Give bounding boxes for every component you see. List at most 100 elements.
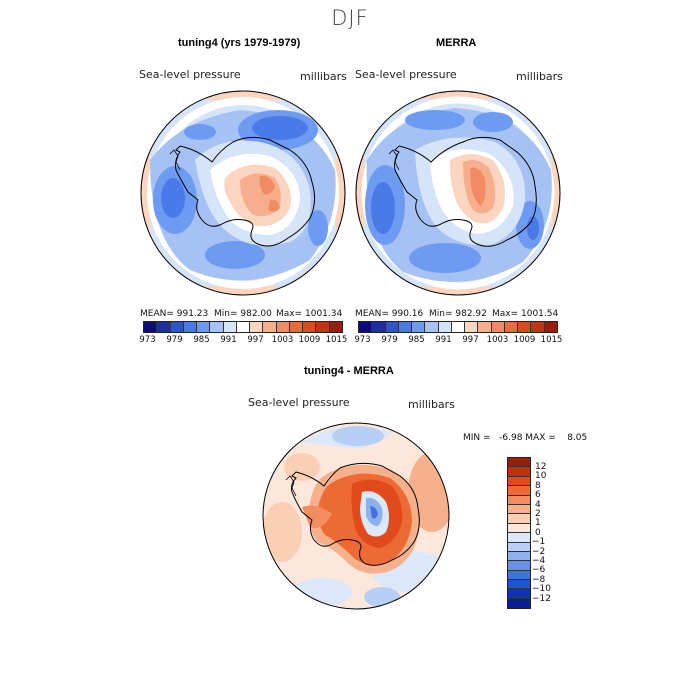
model-variable-label: Sea-level pressure bbox=[139, 68, 241, 81]
diff-colorbar-label: 8 bbox=[535, 480, 541, 491]
colorbar-swatch bbox=[425, 322, 439, 332]
colorbar-tick: 1015 bbox=[540, 335, 563, 345]
colorbar-swatch bbox=[465, 322, 479, 332]
model-panel-title: tuning4 (yrs 1979-1979) bbox=[178, 37, 301, 49]
colorbar-tick: 979 bbox=[381, 335, 398, 345]
obs-colorbar bbox=[358, 321, 558, 333]
diff-colorbar-label: 12 bbox=[535, 462, 547, 472]
diff-colorbar bbox=[507, 457, 531, 610]
model-colorbar bbox=[143, 321, 343, 333]
colorbar-tick: 991 bbox=[220, 335, 237, 345]
diff-colorbar-swatch bbox=[508, 533, 530, 543]
obs-variable-label: Sea-level pressure bbox=[355, 68, 457, 81]
colorbar-swatch bbox=[250, 322, 264, 332]
diff-colorbar-label: −4 bbox=[532, 556, 546, 566]
diff-colorbar-label: −8 bbox=[532, 574, 546, 585]
colorbar-swatch bbox=[236, 322, 251, 332]
model-colorbar-swatches bbox=[144, 322, 342, 332]
colorbar-tick: 985 bbox=[193, 335, 210, 345]
obs-max-stat: Max= 1001.54 bbox=[492, 309, 559, 319]
diff-units-label: millibars bbox=[408, 398, 455, 411]
diff-colorbar-swatch bbox=[508, 542, 530, 552]
colorbar-tick: 1003 bbox=[271, 335, 294, 345]
diff-colorbar-swatch bbox=[508, 514, 530, 524]
model-slp-map bbox=[140, 90, 346, 296]
colorbar-tick: 973 bbox=[354, 335, 371, 345]
colorbar-swatch bbox=[491, 322, 505, 332]
colorbar-swatch bbox=[276, 322, 290, 332]
model-colorbar-ticks: 973 979 985 991 997 1003 1009 1015 bbox=[134, 335, 350, 345]
diff-colorbar-swatch bbox=[508, 486, 530, 496]
diff-colorbar-label: 2 bbox=[535, 509, 541, 519]
obs-mean-stat: MEAN= 990.16 bbox=[355, 309, 424, 319]
diff-slp-map bbox=[262, 422, 450, 610]
obs-colorbar-swatches bbox=[359, 322, 557, 332]
diff-colorbar-label: −1 bbox=[532, 537, 546, 548]
colorbar-swatch bbox=[372, 322, 386, 332]
diff-colorbar-swatch bbox=[508, 458, 530, 468]
figure-title: DJF bbox=[331, 6, 369, 30]
obs-units-label: millibars bbox=[516, 70, 563, 83]
colorbar-tick: 997 bbox=[247, 335, 264, 345]
diff-colorbar-swatch bbox=[508, 476, 530, 487]
obs-panel-title: MERRA bbox=[436, 37, 477, 49]
diff-colorbar-label: 10 bbox=[535, 471, 547, 482]
diff-colorbar-swatch bbox=[508, 551, 530, 562]
diff-variable-label: Sea-level pressure bbox=[248, 396, 350, 409]
colorbar-swatch bbox=[544, 322, 557, 332]
colorbar-tick: 979 bbox=[166, 335, 183, 345]
colorbar-swatch bbox=[518, 322, 532, 332]
model-max-stat: Max= 1001.34 bbox=[276, 309, 343, 319]
diff-colorbar-swatch bbox=[508, 598, 530, 609]
obs-min-stat: Min= 982.92 bbox=[429, 309, 487, 319]
diff-colorbar-label: −12 bbox=[532, 593, 551, 604]
colorbar-swatch bbox=[183, 322, 198, 332]
colorbar-swatch bbox=[170, 322, 184, 332]
diff-minmax-stat: MIN = -6.98 MAX = 8.05 bbox=[463, 433, 588, 443]
diff-colorbar-label: −2 bbox=[532, 546, 546, 557]
colorbar-swatch bbox=[144, 322, 158, 332]
colorbar-swatch bbox=[504, 322, 519, 332]
diff-colorbar-swatch bbox=[508, 467, 530, 477]
diff-colorbar-label: 1 bbox=[535, 518, 541, 529]
obs-colorbar-ticks: 973 979 985 991 997 1003 1009 1015 bbox=[349, 335, 565, 345]
colorbar-swatch bbox=[329, 322, 342, 332]
colorbar-tick: 997 bbox=[462, 335, 479, 345]
colorbar-swatch bbox=[359, 322, 373, 332]
colorbar-swatch bbox=[398, 322, 413, 332]
colorbar-tick: 1015 bbox=[325, 335, 348, 345]
model-min-stat: Min= 982.00 bbox=[214, 309, 272, 319]
colorbar-swatch bbox=[531, 322, 545, 332]
colorbar-swatch bbox=[263, 322, 277, 332]
colorbar-swatch bbox=[385, 322, 399, 332]
diff-colorbar-swatch bbox=[508, 504, 530, 515]
colorbar-swatch bbox=[478, 322, 492, 332]
obs-slp-map bbox=[355, 90, 561, 296]
diff-colorbar-swatch bbox=[508, 580, 530, 590]
diff-colorbar-label: 0 bbox=[535, 527, 541, 538]
diff-colorbar-label: 4 bbox=[535, 499, 541, 510]
colorbar-tick: 973 bbox=[139, 335, 156, 345]
diff-colorbar-label: −6 bbox=[532, 565, 546, 576]
diff-colorbar-swatch bbox=[508, 495, 530, 505]
diff-colorbar-label: −10 bbox=[532, 584, 551, 595]
colorbar-swatch bbox=[210, 322, 224, 332]
diff-panel-title: tuning4 - MERRA bbox=[304, 365, 394, 377]
colorbar-swatch bbox=[438, 322, 452, 332]
diff-colorbar-swatch bbox=[508, 589, 530, 599]
colorbar-swatch bbox=[289, 322, 304, 332]
colorbar-swatch bbox=[316, 322, 330, 332]
colorbar-tick: 1003 bbox=[486, 335, 509, 345]
diff-colorbar-swatch bbox=[508, 561, 530, 571]
colorbar-tick: 1009 bbox=[298, 335, 321, 345]
colorbar-swatch bbox=[303, 322, 317, 332]
colorbar-tick: 991 bbox=[435, 335, 452, 345]
diff-colorbar-swatch bbox=[508, 523, 530, 534]
colorbar-swatch bbox=[412, 322, 426, 332]
colorbar-swatch bbox=[223, 322, 237, 332]
diff-colorbar-label: 6 bbox=[535, 490, 541, 501]
colorbar-swatch bbox=[157, 322, 171, 332]
model-units-label: millibars bbox=[300, 70, 347, 83]
diff-colorbar-swatch bbox=[508, 570, 530, 581]
colorbar-tick: 1009 bbox=[513, 335, 536, 345]
